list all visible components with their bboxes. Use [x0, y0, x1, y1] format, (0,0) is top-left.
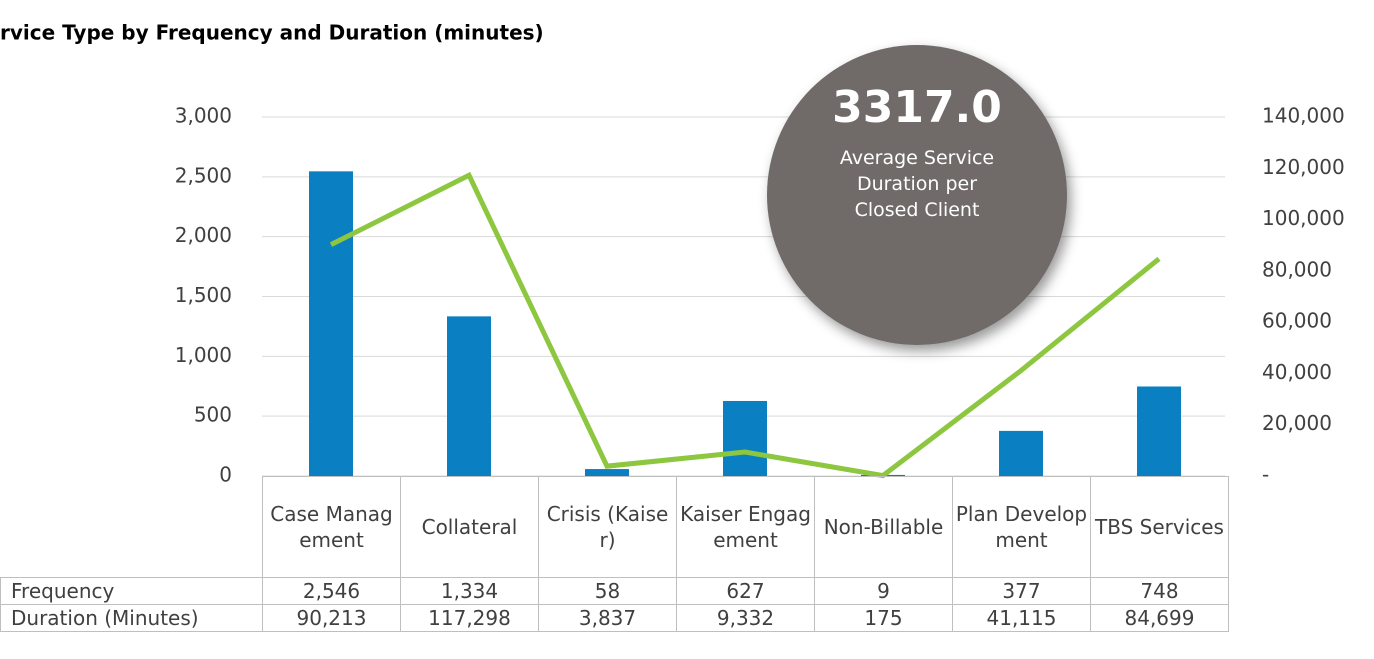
bar: [723, 400, 767, 476]
table-value: 41,115: [952, 604, 1091, 632]
table-value: 1,334: [400, 577, 539, 605]
x-tick-label: Non-Billable: [814, 476, 953, 578]
x-tick-label: Crisis (Kaiser): [538, 476, 677, 578]
table-value: 377: [952, 577, 1091, 605]
annotation-text: Average Service Duration per Closed Client: [840, 147, 994, 221]
x-tick-label: Kaiser Engagement: [676, 476, 815, 578]
x-tick-label: Case Management: [262, 476, 401, 578]
bar: [447, 316, 491, 476]
y2-tick-label: -: [1262, 463, 1269, 487]
x-tick-label: Collateral: [400, 476, 539, 578]
y2-tick-label: 120,000: [1262, 155, 1345, 179]
table-value: 748: [1090, 577, 1229, 605]
y2-tick-label: 80,000: [1262, 257, 1332, 281]
table-value: 3,837: [538, 604, 677, 632]
y-tick-label: 2,500: [175, 163, 232, 187]
table-value: 58: [538, 577, 677, 605]
bar: [309, 171, 353, 476]
y-tick-label: 2,000: [175, 223, 232, 247]
y-tick-label: 1,000: [175, 343, 232, 367]
y2-tick-label: 60,000: [1262, 309, 1332, 333]
table-value: 627: [676, 577, 815, 605]
data-table: Case Management Collateral Crisis (Kaiser)…: [0, 476, 1229, 632]
legend-label: Duration (Minutes): [0, 604, 263, 632]
table-value: 9: [814, 577, 953, 605]
bar: [585, 469, 629, 476]
annotation-value: 3317.0: [832, 82, 1002, 133]
table-value: 84,699: [1090, 604, 1229, 632]
y2-tick-label: 100,000: [1262, 206, 1345, 230]
y2-tick-label: 140,000: [1262, 104, 1345, 128]
legend-label: Frequency: [0, 577, 263, 605]
x-tick-label: TBS Services: [1090, 476, 1229, 578]
annotation-bubble: [767, 45, 1067, 345]
y-tick-label: 1,500: [175, 283, 232, 307]
y-tick-label: 500: [194, 403, 232, 427]
y-tick-label: 3,000: [175, 104, 232, 128]
table-value: 117,298: [400, 604, 539, 632]
bar: [999, 430, 1043, 476]
y2-tick-label: 40,000: [1262, 360, 1332, 384]
chart-title: rvice Type by Frequency and Duration (mi…: [0, 21, 544, 45]
table-value: 9,332: [676, 604, 815, 632]
blank-cell: [0, 476, 263, 578]
table-value: 90,213: [262, 604, 401, 632]
table-value: 175: [814, 604, 953, 632]
x-tick-label: Plan Development: [952, 476, 1091, 578]
line: [329, 171, 1161, 479]
bar: [1137, 386, 1181, 476]
table-value: 2,546: [262, 577, 401, 605]
y2-tick-label: 20,000: [1262, 411, 1332, 435]
